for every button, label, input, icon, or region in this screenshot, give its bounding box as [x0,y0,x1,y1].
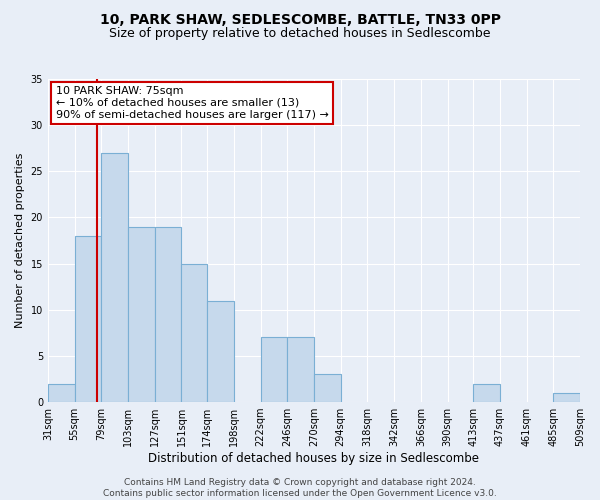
Bar [155,226,181,402]
Bar [314,374,341,402]
Bar [287,338,314,402]
X-axis label: Distribution of detached houses by size in Sedlescombe: Distribution of detached houses by size … [148,452,479,465]
Text: 10 PARK SHAW: 75sqm
← 10% of detached houses are smaller (13)
90% of semi-detach: 10 PARK SHAW: 75sqm ← 10% of detached ho… [56,86,329,120]
Bar [181,264,207,402]
Bar [74,236,101,402]
Bar [48,384,74,402]
Bar [101,153,128,402]
Text: Contains HM Land Registry data © Crown copyright and database right 2024.
Contai: Contains HM Land Registry data © Crown c… [103,478,497,498]
Bar [128,226,155,402]
Bar [207,300,234,402]
Bar [260,338,287,402]
Bar [553,393,580,402]
Bar [473,384,500,402]
Text: Size of property relative to detached houses in Sedlescombe: Size of property relative to detached ho… [109,28,491,40]
Text: 10, PARK SHAW, SEDLESCOMBE, BATTLE, TN33 0PP: 10, PARK SHAW, SEDLESCOMBE, BATTLE, TN33… [100,12,500,26]
Y-axis label: Number of detached properties: Number of detached properties [15,153,25,328]
